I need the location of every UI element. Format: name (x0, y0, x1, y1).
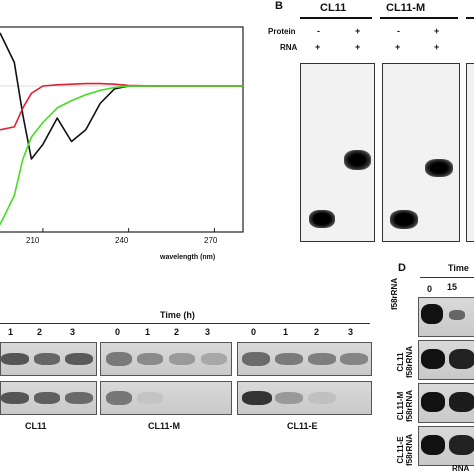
panel-d-time-tick: 0 (427, 284, 433, 294)
panel-d-row-label: CL11-E f58rRNA (396, 433, 414, 466)
time-tick: 3 (348, 327, 354, 337)
gel-strip-cl11-bottom (0, 381, 97, 415)
emsa-group-bar-cut (466, 17, 474, 19)
time-tick: 2 (174, 327, 180, 337)
gel-band (169, 353, 195, 365)
time-tick: 1 (8, 327, 14, 337)
gel-band (421, 435, 445, 455)
gel-band (421, 304, 443, 324)
protein-row-label: Protein (268, 27, 296, 36)
emsa-gel-cl11-m (382, 63, 460, 242)
gel-band (137, 353, 163, 365)
time-tick: 1 (283, 327, 289, 337)
gel-band (137, 392, 163, 404)
gel-band (275, 353, 303, 365)
protein-mark: - (397, 26, 400, 36)
panel-c-time-label: Time (h) (160, 310, 195, 320)
gel-label-cl11-e: CL11-E (287, 421, 318, 431)
gel-band (421, 349, 445, 369)
emsa-group-label-cl11-m: CL11-M (386, 2, 426, 14)
gel-band (308, 392, 336, 404)
cd-spectrum-chart (0, 26, 244, 233)
emsa-gel-cl11-e-cut (466, 63, 474, 242)
gel-label-cl11: CL11 (25, 421, 47, 431)
cd-x-tick-label: 210 (26, 236, 40, 245)
panel-letter-b: B (275, 0, 283, 12)
gel-band (449, 349, 474, 369)
rna-mark: + (434, 42, 440, 52)
cd-series-line-3 (0, 85, 243, 226)
time-tick: 1 (145, 327, 151, 337)
panel-d-row-label: CL11 f58rRNA (396, 345, 414, 378)
gel-band (449, 310, 465, 320)
gel-band (242, 352, 270, 366)
gel-band (201, 353, 227, 365)
time-tick: 2 (37, 327, 43, 337)
gel-strip-cl11-top (0, 342, 97, 376)
panel-d-gel-cl11 (418, 340, 474, 380)
protein-mark: + (434, 26, 440, 36)
gel-band (275, 392, 303, 404)
gel-band (65, 353, 93, 365)
gel-band (340, 353, 368, 365)
panel-c-time-bar (0, 323, 370, 324)
emsa-group-bar-cl11-m (380, 17, 458, 19)
panel-d-time-tick: 15 (447, 282, 458, 292)
gel-band (106, 352, 132, 366)
panel-d-gel-cl11-e (418, 426, 474, 466)
gel-label-cl11-m: CL11-M (148, 421, 181, 431)
emsa-gel-cl11 (300, 63, 375, 242)
time-tick: 3 (70, 327, 76, 337)
panel-d-bottom-label: RNA (452, 464, 470, 473)
gel-band (449, 435, 474, 455)
gel-strip-cl11-e-bottom (237, 381, 372, 415)
gel-band (65, 392, 93, 404)
time-tick: 3 (205, 327, 211, 337)
gel-band (106, 391, 132, 405)
gel-band (242, 391, 272, 405)
gel-band (449, 392, 474, 412)
emsa-group-label-cl11: CL11 (320, 2, 347, 14)
panel-letter-d: D (398, 262, 406, 274)
gel-band (1, 353, 29, 365)
gel-band (34, 392, 60, 404)
gel-strip-cl11-e-top (237, 342, 372, 376)
emsa-free-rna-band (309, 210, 335, 228)
cd-plot-frame (0, 26, 244, 233)
panel-d-row-label: f58rRNA (390, 277, 399, 310)
gel-band (308, 353, 336, 365)
panel-d-time-bar (420, 277, 474, 278)
panel-d-gel-cl11-m (418, 383, 474, 423)
cd-x-axis-label: wavelength (nm) (160, 254, 216, 261)
gel-band (1, 392, 29, 404)
emsa-group-bar-cl11 (300, 17, 372, 19)
cd-x-tick-label: 240 (115, 236, 129, 245)
panel-d-time-label: Time (448, 263, 469, 273)
gel-band (421, 392, 445, 412)
emsa-shifted-band (425, 159, 453, 177)
cd-x-tick-label: 270 (204, 236, 218, 245)
time-tick: 0 (115, 327, 121, 337)
protein-mark: - (317, 26, 320, 36)
gel-band (34, 353, 60, 365)
cd-series-line-2 (0, 82, 243, 131)
panel-d-row-label: CL11-M f58rRNA (396, 389, 414, 422)
cd-series-line-1 (0, 32, 243, 160)
rna-mark: + (395, 42, 401, 52)
rna-row-label: RNA (280, 43, 298, 52)
time-tick: 0 (251, 327, 257, 337)
rna-mark: + (315, 42, 321, 52)
emsa-free-rna-band (390, 210, 418, 229)
panel-d-gel-f58rrna (418, 297, 474, 337)
rna-mark: + (355, 42, 361, 52)
time-tick: 2 (314, 327, 320, 337)
gel-strip-cl11-m-top (100, 342, 232, 376)
protein-mark: + (355, 26, 361, 36)
gel-strip-cl11-m-bottom (100, 381, 232, 415)
emsa-shifted-band (344, 150, 371, 170)
